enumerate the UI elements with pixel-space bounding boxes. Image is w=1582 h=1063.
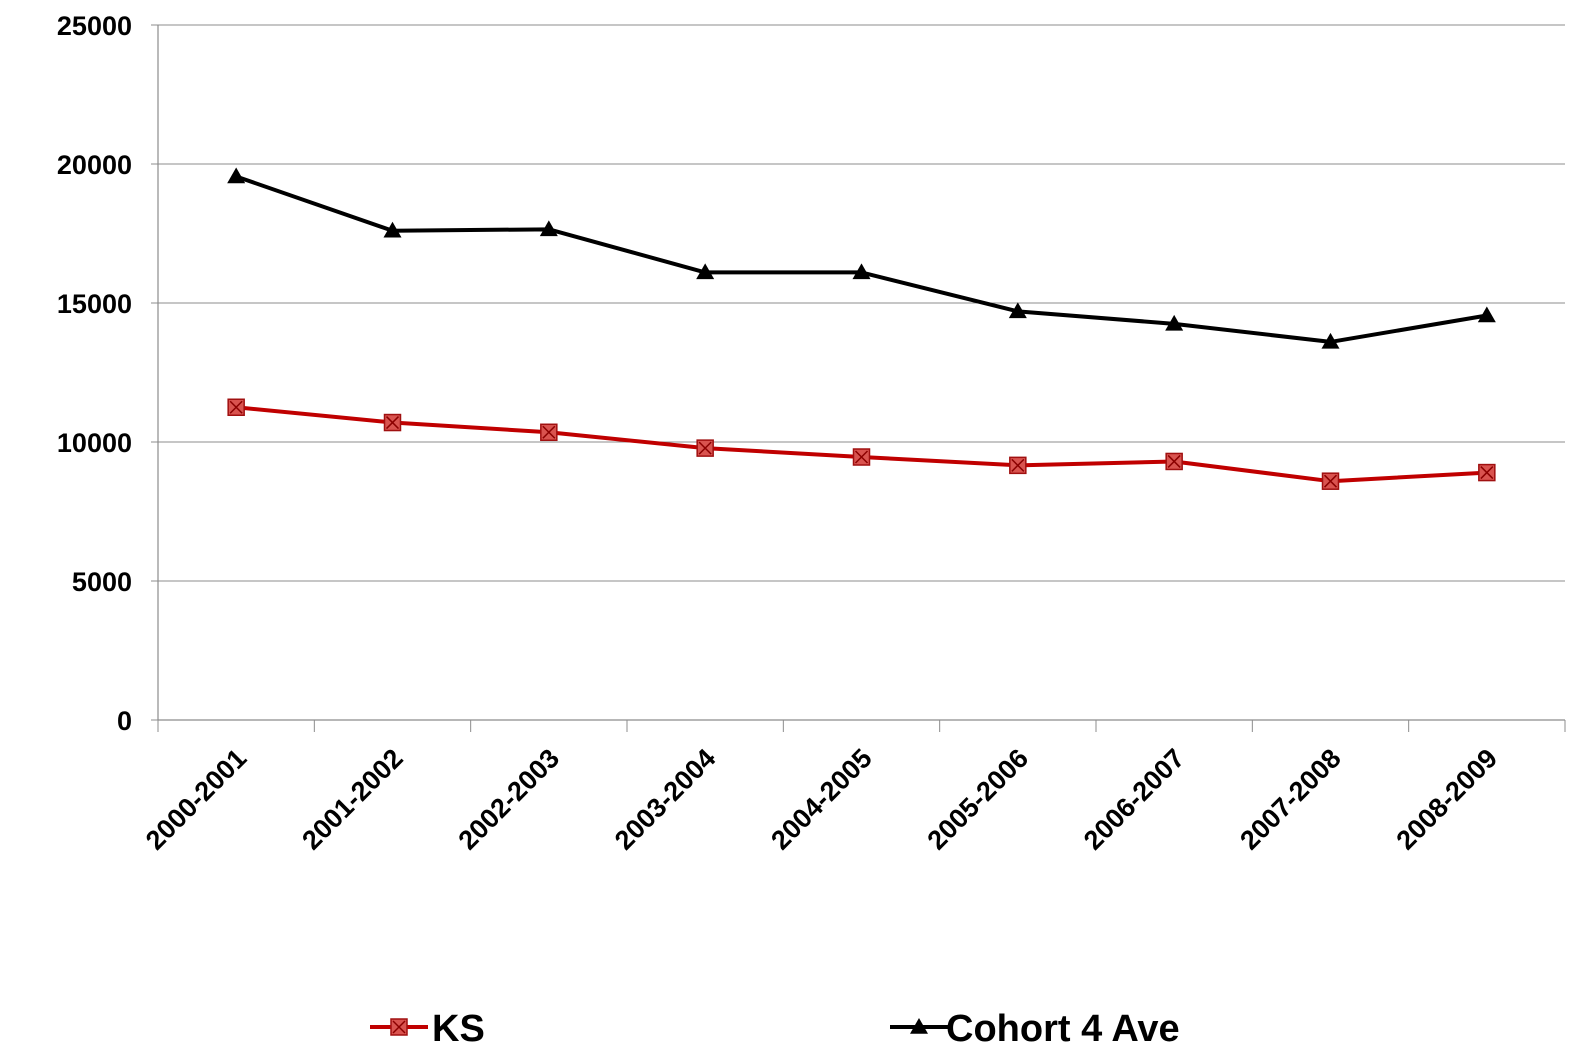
- marker-x-stroke: [392, 1020, 406, 1034]
- data-point: [1321, 472, 1340, 490]
- legend-swatch-marker: [910, 1018, 928, 1034]
- x-tick-label: 2007-2008: [1234, 743, 1347, 856]
- y-tick-label: 10000: [57, 428, 132, 458]
- gridlines: [158, 24, 1565, 582]
- y-tick-label: 25000: [57, 11, 132, 41]
- data-point: [1321, 332, 1340, 349]
- data-point: [1477, 306, 1496, 323]
- x-tick-label: 2008-2009: [1391, 743, 1504, 856]
- y-tick-label: 20000: [57, 150, 132, 180]
- data-point: [852, 263, 871, 280]
- data-point: [539, 220, 558, 237]
- axes: [151, 24, 1566, 732]
- data-point: [696, 439, 714, 457]
- marker-x-stroke: [1167, 454, 1181, 468]
- x-tick-label: 2006-2007: [1078, 743, 1191, 856]
- marker-x-stroke: [229, 400, 243, 414]
- data-point: [383, 413, 402, 432]
- data-point: [1165, 314, 1184, 331]
- marker-x-stroke: [854, 450, 869, 464]
- x-tick-label: 2000-2001: [140, 743, 253, 856]
- y-tick-label: 5000: [72, 567, 132, 597]
- data-point: [696, 263, 715, 280]
- series-line: [235, 174, 1488, 344]
- series-line: [235, 405, 1487, 484]
- legend: KS Cohort 4 Ave: [370, 1008, 1180, 1050]
- data-point: [1478, 463, 1496, 482]
- data-point: [1009, 456, 1027, 475]
- x-tick-label: 2002-2003: [453, 743, 566, 856]
- y-tick-label: 15000: [57, 289, 132, 319]
- marker-x-stroke: [1011, 458, 1025, 472]
- marker-x-stroke: [385, 416, 400, 430]
- marker-x-stroke: [1480, 466, 1494, 480]
- x-tick-label: 2005-2006: [922, 743, 1035, 856]
- x-axis-ticks: 2000-2001 2001-2002 2002-2003 2003-2004 2004…: [140, 743, 1503, 856]
- legend-item-cohort-4-ave: Cohort 4 Ave: [890, 1008, 1180, 1050]
- data-point: [1008, 302, 1027, 319]
- data-point: [852, 448, 871, 466]
- x-tick-label: 2003-2004: [609, 743, 722, 856]
- y-axis-ticks: 0 5000 10000 15000 20000 25000: [57, 11, 132, 736]
- data-point: [383, 221, 402, 238]
- x-tick-label: 2004-2005: [765, 743, 878, 856]
- data-point: [540, 423, 558, 442]
- marker-x-stroke: [698, 441, 712, 455]
- series-group: [227, 167, 1496, 490]
- data-point: [227, 398, 245, 416]
- data-point: [1165, 452, 1183, 471]
- legend-label: KS: [432, 1008, 485, 1050]
- series-ks: [227, 398, 1496, 490]
- x-tick-label: 2001-2002: [296, 743, 409, 856]
- series-cohort-4-ave: [227, 167, 1496, 349]
- legend-label: Cohort 4 Ave: [946, 1008, 1180, 1050]
- marker-x-stroke: [1323, 474, 1338, 488]
- marker-x-stroke: [542, 425, 556, 439]
- data-point: [227, 167, 246, 184]
- legend-swatch-marker: [390, 1018, 408, 1036]
- y-tick-label: 0: [117, 706, 132, 736]
- legend-item-ks: KS: [370, 1008, 485, 1050]
